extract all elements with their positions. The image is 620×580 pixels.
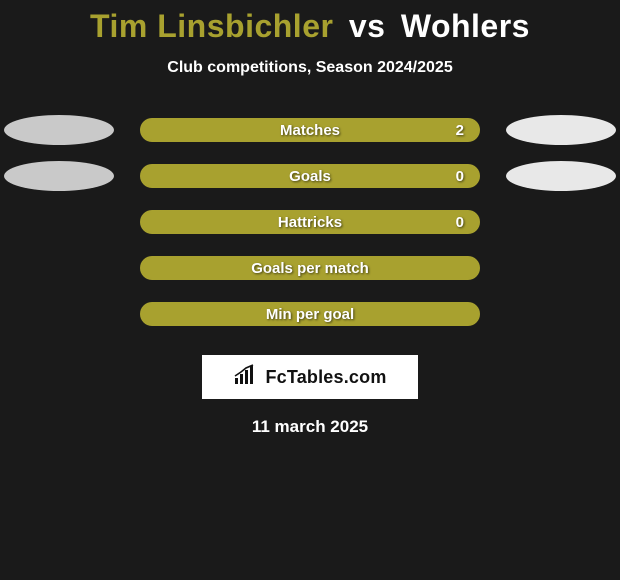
bar-label: Goals — [142, 166, 478, 186]
date-text: 11 march 2025 — [0, 417, 620, 437]
bar: Min per goal — [140, 302, 480, 326]
bar-label: Goals per match — [142, 258, 478, 278]
bar-value: 0 — [456, 212, 464, 232]
chart-icon — [233, 364, 259, 391]
chart-row: Goals per match — [0, 245, 620, 291]
bar-label: Min per goal — [142, 304, 478, 324]
bar-value: 2 — [456, 120, 464, 140]
disc-right — [506, 161, 616, 191]
page-title: Tim Linsbichler vs Wohlers — [0, 8, 620, 45]
title-vs: vs — [349, 8, 386, 44]
bar: Goals per match — [140, 256, 480, 280]
container: Tim Linsbichler vs Wohlers Club competit… — [0, 8, 620, 580]
logo-text: FcTables.com — [265, 367, 386, 388]
disc-left — [4, 115, 114, 145]
bar-label: Matches — [142, 120, 478, 140]
chart-row: Min per goal — [0, 291, 620, 337]
chart-row: Matches2 — [0, 107, 620, 153]
comparison-chart: Matches2Goals0Hattricks0Goals per matchM… — [0, 107, 620, 337]
bar: Goals0 — [140, 164, 480, 188]
logo-box: FcTables.com — [202, 355, 418, 399]
subtitle: Club competitions, Season 2024/2025 — [0, 59, 620, 77]
title-player2: Wohlers — [401, 8, 530, 44]
bar-label: Hattricks — [142, 212, 478, 232]
disc-right — [506, 115, 616, 145]
title-player1: Tim Linsbichler — [90, 8, 333, 44]
bar-value: 0 — [456, 166, 464, 186]
chart-row: Goals0 — [0, 153, 620, 199]
disc-left — [4, 161, 114, 191]
bar: Matches2 — [140, 118, 480, 142]
chart-row: Hattricks0 — [0, 199, 620, 245]
bar: Hattricks0 — [140, 210, 480, 234]
